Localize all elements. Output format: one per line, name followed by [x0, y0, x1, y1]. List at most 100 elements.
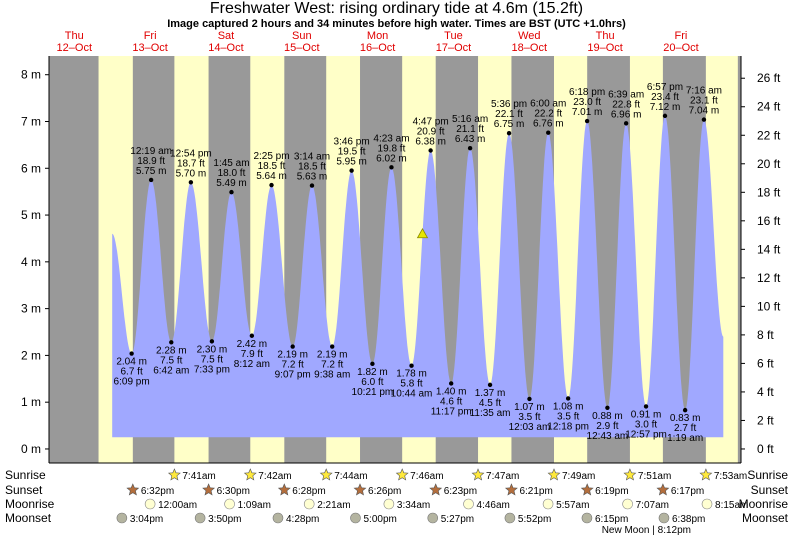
moonset-icon — [427, 512, 439, 524]
high-tide-point — [623, 121, 629, 126]
high-tide-ft-label: 18.7 ft — [177, 158, 205, 169]
low-tide-m-label: 0.88 m — [592, 411, 623, 422]
right-tick-label: 2 ft — [757, 413, 774, 427]
high-tide-point — [349, 168, 354, 173]
high-tide-point — [546, 130, 551, 135]
high-tide-m-label: 5.75 m — [136, 166, 167, 177]
low-tide-point — [129, 351, 134, 356]
moonset-icon — [581, 512, 593, 524]
sunset-time: 6:19pm — [595, 486, 628, 497]
sunset-icon — [504, 483, 518, 496]
sunset-time: 6:32pm — [141, 486, 174, 497]
right-tick-label: 6 ft — [757, 356, 774, 370]
low-tide-m-label: 2.28 m — [156, 345, 187, 356]
sunset-icon — [126, 483, 140, 496]
high-tide-ft-label: 18.5 ft — [298, 162, 326, 173]
low-tide-m-label: 1.82 m — [357, 367, 388, 378]
right-tick-label: 16 ft — [757, 214, 781, 228]
high-tide-ft-label: 19.5 ft — [338, 147, 366, 158]
moonset-time: 4:28pm — [286, 514, 319, 525]
high-tide-ft-label: 23.0 ft — [573, 97, 601, 108]
high-tide-m-label: 5.95 m — [336, 157, 367, 168]
right-tick-label: 22 ft — [757, 128, 781, 142]
right-tick-label: 14 ft — [757, 242, 781, 256]
moonrise-icon — [542, 498, 554, 510]
sunrise-time: 7:51am — [638, 471, 671, 482]
high-tide-time-label: 6:39 am — [608, 89, 644, 100]
low-tide-time-label: 12:03 am — [509, 422, 551, 433]
high-tide-time-label: 6:18 pm — [569, 87, 605, 98]
day-name-label: Fri — [675, 30, 688, 42]
high-tide-time-label: 12:19 am — [130, 146, 172, 157]
low-tide-ft-label: 7.2 ft — [282, 360, 304, 371]
high-tide-time-label: 3:14 am — [294, 152, 330, 163]
high-tide-point — [229, 189, 234, 195]
sunrise-row-label-right: Sunrise — [747, 468, 788, 482]
high-tide-point — [148, 177, 154, 183]
sunset-icon — [656, 483, 670, 496]
moonrise-time: 7:07am — [636, 500, 669, 511]
low-tide-point — [209, 339, 215, 344]
low-tide-ft-label: 2.9 ft — [596, 421, 618, 432]
moonrise-time: 5:57am — [556, 500, 589, 511]
day-date-label: 19–Oct — [587, 42, 622, 54]
low-tide-m-label: 1.78 m — [396, 369, 427, 380]
low-tide-point — [290, 344, 295, 349]
high-tide-m-label: 5.49 m — [216, 178, 247, 189]
low-tide-m-label: 1.08 m — [553, 401, 584, 412]
chart-subtitle: Image captured 2 hours and 34 minutes be… — [167, 18, 626, 30]
high-tide-m-label: 6.02 m — [376, 153, 407, 164]
high-tide-ft-label: 18.5 ft — [258, 161, 286, 172]
left-tick-label: 8 m — [21, 68, 41, 82]
left-tick-label: 1 m — [21, 395, 41, 409]
moonset-icon — [504, 512, 516, 524]
high-tide-time-label: 3:46 pm — [334, 137, 370, 148]
day-date-label: 14–Oct — [208, 42, 243, 54]
high-tide-time-label: 5:16 am — [452, 114, 488, 125]
high-tide-ft-label: 21.1 ft — [456, 124, 484, 135]
low-tide-time-label: 11:17 pm — [431, 406, 472, 417]
moonset-time: 5:27pm — [441, 514, 474, 525]
low-tide-ft-label: 3.5 ft — [557, 411, 579, 422]
current-level-marker — [416, 227, 429, 239]
left-tick-label: 2 m — [21, 348, 41, 362]
day-date-label: 13–Oct — [132, 42, 167, 54]
sunrise-icon — [243, 468, 257, 481]
low-tide-ft-label: 7.9 ft — [241, 349, 263, 360]
right-tick-label: 26 ft — [757, 71, 781, 85]
sunset-time: 6:26pm — [368, 486, 401, 497]
high-tide-ft-label: 22.2 ft — [534, 109, 562, 120]
high-tide-m-label: 6.96 m — [611, 109, 642, 120]
day-name-label: Thu — [596, 30, 615, 42]
low-tide-ft-label: 6.0 ft — [361, 377, 383, 388]
moonrise-icon — [144, 498, 156, 510]
moonrise-icon — [701, 498, 713, 510]
low-tide-time-label: 12:43 am — [587, 431, 629, 442]
low-tide-ft-label: 6.7 ft — [121, 367, 143, 378]
moonrise-time: 1:09am — [238, 500, 271, 511]
high-tide-m-label: 5.63 m — [297, 172, 328, 183]
sunrise-icon — [623, 468, 637, 481]
high-tide-point — [269, 182, 274, 188]
sunset-icon — [580, 483, 594, 496]
high-tide-ft-label: 22.8 ft — [612, 99, 640, 110]
sunset-icon — [353, 483, 367, 496]
low-tide-ft-label: 4.6 ft — [440, 396, 462, 407]
sunset-time: 6:23pm — [444, 486, 477, 497]
high-tide-point — [506, 130, 512, 136]
moonrise-time: 3:34am — [397, 500, 430, 511]
low-tide-m-label: 2.19 m — [277, 350, 308, 361]
high-tide-time-label: 6:57 pm — [647, 82, 683, 93]
low-tide-ft-label: 4.5 ft — [479, 398, 501, 409]
low-tide-m-label: 2.42 m — [237, 339, 268, 350]
new-moon-label: New Moon | 8:12pm — [602, 525, 691, 536]
sunset-row-label-right: Sunset — [751, 483, 789, 497]
moonrise-row-label-right: Moonrise — [739, 497, 789, 511]
low-tide-point — [448, 381, 454, 386]
low-tide-m-label: 2.04 m — [116, 357, 147, 368]
moonrise-time: 8:15am — [715, 500, 748, 511]
high-tide-point — [389, 165, 394, 170]
high-tide-time-label: 2:25 pm — [253, 151, 289, 162]
low-tide-time-label: 10:44 am — [391, 389, 433, 400]
